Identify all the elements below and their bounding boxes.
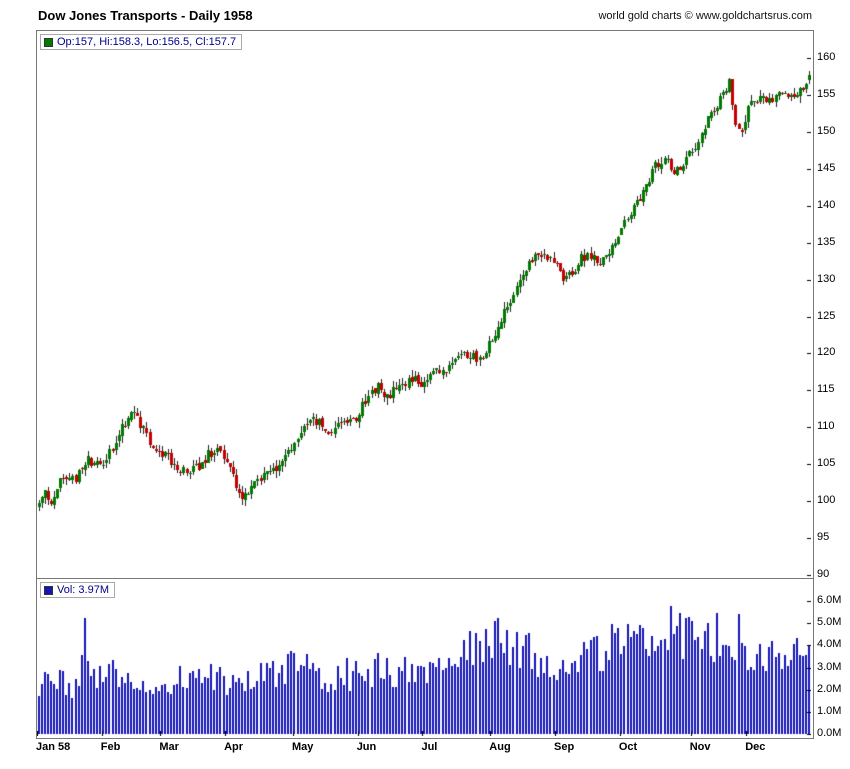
volume-pane: Vol: 3.97M [36, 578, 814, 739]
volume-tick-label: 3.0M [817, 660, 842, 673]
month-tick-label: Oct [618, 741, 638, 753]
price-tick-label: 140 [817, 198, 836, 211]
volume-chart-canvas [37, 579, 811, 736]
month-tick-label: Nov [689, 741, 711, 753]
price-tick-label: 145 [817, 161, 836, 174]
price-tick-label: 90 [817, 568, 830, 580]
price-tick-label: 160 [817, 51, 836, 63]
ohlc-legend: Op:157, Hi:158.3, Lo:156.5, Cl:157.7 [40, 34, 243, 50]
ohlc-legend-swatch-icon [44, 37, 53, 47]
price-tick-label: 105 [817, 457, 836, 470]
price-tick-label: 130 [817, 272, 836, 285]
price-tick-label: 125 [817, 309, 836, 322]
month-tick-label: Feb [100, 741, 121, 753]
price-chart-canvas [37, 31, 811, 577]
volume-tick-label: 1.0M [817, 704, 842, 717]
page-title: Dow Jones Transports - Daily 1958 [38, 8, 253, 23]
month-tick-label: Aug [489, 741, 511, 753]
month-tick-label: Dec [745, 741, 766, 753]
month-tick-label: Sep [554, 741, 575, 753]
month-tick-label: Jun [356, 741, 377, 753]
price-tick-label: 120 [817, 346, 836, 359]
volume-tick-label: 4.0M [817, 638, 842, 651]
price-tick-label: 100 [817, 494, 836, 507]
price-tick-label: 155 [817, 87, 836, 100]
price-tick-label: 150 [817, 124, 836, 137]
month-tick-label: May [291, 741, 314, 753]
price-tick-label: 110 [817, 420, 835, 433]
volume-tick-label: 2.0M [817, 682, 842, 695]
month-tick-label: Jan 58 [36, 741, 71, 753]
ohlc-legend-text: Op:157, Hi:158.3, Lo:156.5, Cl:157.7 [57, 36, 237, 48]
volume-legend-swatch-icon [44, 585, 53, 595]
copyright-text: world gold charts © www.goldchartsrus.co… [598, 10, 812, 22]
price-pane: Op:157, Hi:158.3, Lo:156.5, Cl:157.7 [36, 30, 814, 580]
volume-tick-label: 5.0M [817, 616, 842, 629]
price-tick-label: 95 [817, 531, 830, 544]
month-tick-label: Apr [224, 741, 244, 753]
price-tick-label: 115 [817, 383, 835, 396]
volume-legend-text: Vol: 3.97M [57, 584, 109, 596]
volume-tick-label: 0.0M [817, 727, 842, 739]
price-tick-label: 135 [817, 235, 836, 248]
volume-legend: Vol: 3.97M [40, 582, 115, 598]
month-tick-label: Mar [159, 741, 179, 753]
month-tick-label: Jul [421, 741, 438, 753]
volume-tick-label: 6.0M [817, 594, 842, 606]
